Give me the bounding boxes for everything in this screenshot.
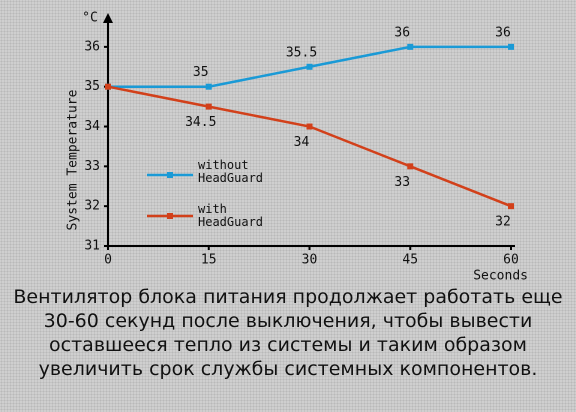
data-label: 36: [394, 25, 410, 40]
legend-marker: [167, 172, 173, 178]
y-tick-label: 34: [84, 119, 100, 134]
x-axis-label: Seconds: [473, 269, 528, 284]
x-tick-label: 60: [503, 253, 519, 268]
y-tick-label: 36: [84, 39, 100, 54]
legend-label: with HeadGuard: [198, 202, 264, 229]
data-label: 32: [495, 215, 511, 230]
data-point: [105, 83, 111, 90]
data-label: 34.5: [185, 115, 216, 130]
data-point: [306, 63, 313, 70]
x-tick-label: 30: [302, 253, 318, 268]
data-label: 35.5: [286, 45, 317, 60]
data-point: [407, 43, 414, 50]
y-tick-label: 35: [84, 79, 100, 94]
data-point: [205, 83, 212, 90]
caption: Вентилятор блока питания продолжает рабо…: [13, 286, 563, 380]
data-point: [407, 163, 414, 170]
series-line: [107, 85, 512, 208]
y-tick-label: 32: [84, 199, 100, 214]
data-label: 36: [495, 25, 511, 40]
y-axis-arrow: [103, 13, 113, 23]
x-tick-label: 45: [402, 253, 418, 268]
y-unit: °C: [82, 11, 98, 26]
x-tick-label: 0: [104, 253, 112, 268]
legend-label: without HeadGuard: [198, 158, 264, 185]
y-tick-label: 33: [84, 159, 100, 174]
legend-marker: [167, 213, 173, 219]
data-label: 34: [294, 135, 310, 150]
x-tick-label: 15: [201, 253, 217, 268]
data-label: 35: [193, 65, 209, 80]
data-label: 33: [394, 175, 410, 190]
data-point: [205, 103, 212, 110]
y-axis-label: System Temperature: [66, 89, 81, 230]
y-tick-label: 31: [84, 239, 100, 254]
data-point: [508, 43, 514, 50]
data-point: [508, 203, 514, 210]
data-point: [306, 123, 313, 130]
